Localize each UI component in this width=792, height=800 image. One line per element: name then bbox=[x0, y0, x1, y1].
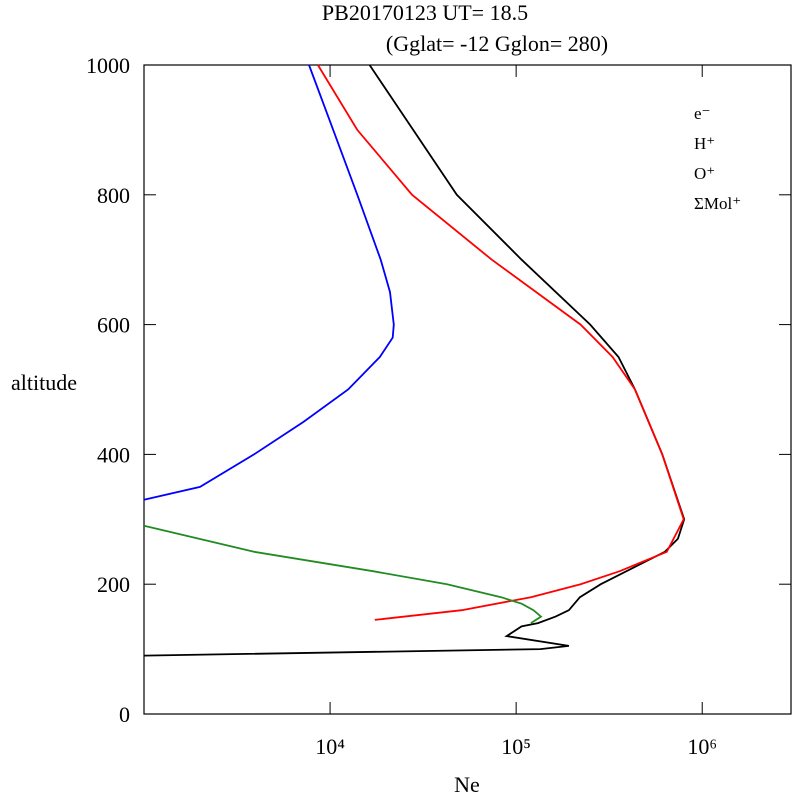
y-tick-label: 800 bbox=[97, 183, 130, 208]
x-axis-label: Ne bbox=[454, 772, 480, 795]
legend-entry: O⁺ bbox=[694, 164, 715, 183]
x-tick-label: 10⁵ bbox=[501, 734, 531, 759]
legend-entry: H⁺ bbox=[694, 134, 715, 153]
x-tick-label: 10⁴ bbox=[315, 734, 345, 759]
chart-subtitle: (Gglat= -12 Gglon= 280) bbox=[386, 31, 608, 56]
legend-entry: e⁻ bbox=[694, 104, 711, 123]
x-tick-label: 10⁶ bbox=[687, 734, 717, 759]
y-tick-label: 200 bbox=[97, 572, 130, 597]
y-tick-label: 1000 bbox=[86, 53, 130, 78]
profile-line bbox=[143, 64, 686, 657]
profile-line bbox=[143, 524, 543, 624]
profile-line bbox=[317, 64, 685, 621]
y-tick-label: 400 bbox=[97, 442, 130, 467]
legend-entry: ΣMol⁺ bbox=[694, 194, 741, 213]
plot-frame bbox=[143, 64, 792, 715]
profile-line bbox=[143, 64, 395, 501]
y-tick-label: 0 bbox=[119, 702, 130, 727]
y-tick-label: 600 bbox=[97, 313, 130, 338]
chart-title: PB20170123 UT= 18.5 bbox=[322, 0, 528, 25]
y-axis-label: altitude bbox=[11, 370, 77, 395]
